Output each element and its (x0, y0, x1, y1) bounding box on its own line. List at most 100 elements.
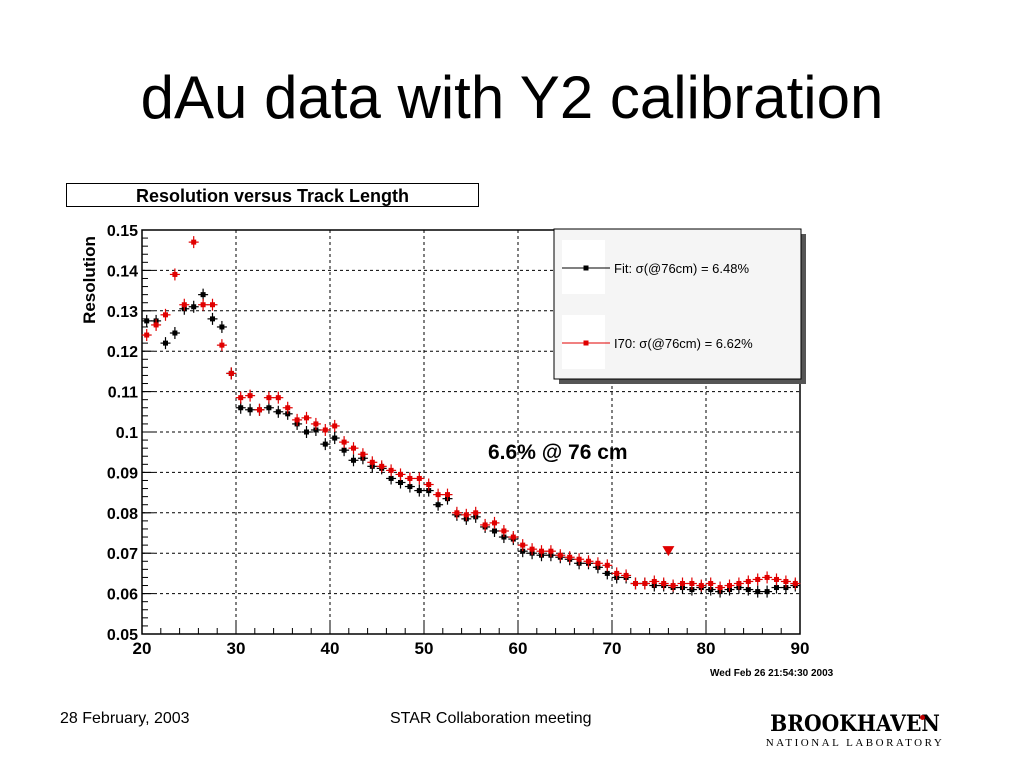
data-point (238, 405, 243, 410)
data-point (530, 547, 535, 552)
data-point (285, 405, 290, 410)
data-point (191, 304, 196, 309)
data-point (558, 553, 563, 558)
data-point (229, 371, 234, 376)
data-point (323, 427, 328, 432)
data-point (464, 512, 469, 517)
x-tick-label: 60 (509, 639, 528, 658)
data-point (342, 440, 347, 445)
data-point (492, 528, 497, 533)
x-tick-label: 80 (697, 639, 716, 658)
data-point (652, 579, 657, 584)
data-point (210, 316, 215, 321)
data-point (276, 409, 281, 414)
data-point (454, 510, 459, 515)
data-point (351, 458, 356, 463)
data-point (398, 480, 403, 485)
data-point (567, 555, 572, 560)
data-point (144, 333, 149, 338)
y-tick-label: 0.06 (107, 587, 138, 604)
y-tick-label: 0.11 (108, 385, 138, 402)
data-point (351, 446, 356, 451)
data-point (624, 573, 629, 578)
data-point (172, 272, 177, 277)
y-tick-label: 0.08 (107, 506, 138, 523)
x-tick-label: 20 (133, 639, 152, 658)
data-point (304, 415, 309, 420)
triangle-marker (662, 546, 674, 556)
data-point (539, 549, 544, 554)
data-point (182, 302, 187, 307)
data-point (163, 312, 168, 317)
marker (662, 546, 674, 556)
brookhaven-logo: BROOKHAVEN NATIONAL LABORATORY (760, 712, 950, 752)
x-axis: 20 30 40 50 60 70 80 90 (133, 622, 810, 658)
data-point (511, 535, 516, 540)
data-point (689, 581, 694, 586)
data-point (671, 583, 676, 588)
data-point (746, 579, 751, 584)
chart-annotation: 6.6% @ 76 cm (488, 441, 628, 464)
y-tick-label: 0.13 (107, 304, 138, 321)
data-point (614, 571, 619, 576)
data-point (360, 452, 365, 457)
data-point (708, 581, 713, 586)
data-point (248, 407, 253, 412)
data-point (389, 468, 394, 473)
data-point (642, 581, 647, 586)
data-point (398, 472, 403, 477)
data-point (436, 502, 441, 507)
data-point (266, 395, 271, 400)
data-point (520, 543, 525, 548)
legend-label: I70: σ(@76cm) = 6.62% (614, 336, 753, 351)
data-point (548, 549, 553, 554)
timestamp: Wed Feb 26 21:54:30 2003 (710, 668, 833, 679)
data-point (407, 484, 412, 489)
data-point (577, 557, 582, 562)
data-point (492, 520, 497, 525)
data-point (210, 302, 215, 307)
data-point (736, 581, 741, 586)
data-point (699, 583, 704, 588)
data-point (201, 292, 206, 297)
data-point (172, 331, 177, 336)
data-point (201, 302, 206, 307)
logo-bottom-text: NATIONAL LABORATORY (760, 736, 950, 750)
data-point (426, 482, 431, 487)
data-point (389, 476, 394, 481)
footer-meeting: STAR Collaboration meeting (390, 710, 592, 728)
data-point (417, 476, 422, 481)
data-point (473, 510, 478, 515)
y-tick-label: 0.14 (107, 263, 138, 280)
y-axis-label: Resolution (80, 236, 99, 324)
y-tick-label: 0.1 (116, 425, 138, 442)
chart-legend: Fit: σ(@76cm) = 6.48%I70: σ(@76cm) = 6.6… (554, 229, 806, 384)
data-point (332, 423, 337, 428)
data-point (633, 581, 638, 586)
data-point (445, 492, 450, 497)
data-point (755, 589, 760, 594)
data-point (605, 571, 610, 576)
data-point (605, 563, 610, 568)
legend-marker (584, 266, 589, 271)
data-point (276, 395, 281, 400)
data-point (219, 324, 224, 329)
data-point (765, 575, 770, 580)
y-tick-label: 0.07 (107, 546, 138, 563)
x-tick-label: 90 (791, 639, 810, 658)
data-point (783, 579, 788, 584)
data-point (248, 393, 253, 398)
y-tick-label: 0.15 (107, 223, 138, 240)
data-point (755, 577, 760, 582)
data-point (266, 405, 271, 410)
data-point (436, 492, 441, 497)
data-point (680, 581, 685, 586)
data-point (595, 561, 600, 566)
data-point (154, 322, 159, 327)
data-point (774, 585, 779, 590)
logo-dot (920, 715, 925, 720)
resolution-chart: 0.05 0.06 0.07 0.08 0.09 0.1 0.11 0.12 0.13 0.14 0… (0, 0, 1024, 700)
data-point (586, 559, 591, 564)
footer-date: 28 February, 2003 (60, 710, 190, 728)
data-point (379, 464, 384, 469)
